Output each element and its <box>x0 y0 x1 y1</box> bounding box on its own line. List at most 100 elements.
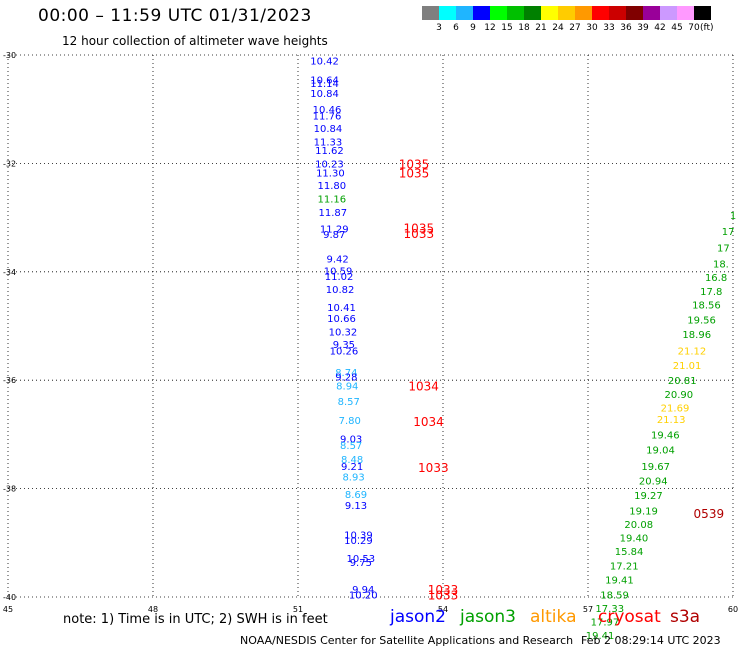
latitude-label: -34 <box>3 268 16 277</box>
color-scale-swatch <box>456 6 473 20</box>
jason2-swh-value: 9.21 <box>341 462 363 473</box>
pass-time-label: 1033 <box>418 461 449 475</box>
jason2-swh-value: 11.33 <box>314 138 343 149</box>
color-scale-swatch <box>592 6 609 20</box>
color-scale-label: 42 <box>654 23 666 33</box>
legend-s3a: s3a <box>670 607 701 627</box>
jason2-swh-value: 8.94 <box>336 382 358 393</box>
jason3-swh-value: 20.94 <box>639 476 668 487</box>
jason2-swh-value: 11.76 <box>313 112 342 123</box>
jason3-swh-value: 18.59 <box>600 590 629 601</box>
jason2-swh-value: 11.16 <box>318 195 347 206</box>
latitude-label: -40 <box>3 593 16 602</box>
jason2-swh-value: 9.87 <box>323 230 345 241</box>
jason2-swh-value: 11.29 <box>320 224 349 235</box>
jason2-swh-value: 9.28 <box>335 372 357 383</box>
jason2-swh-value: 10.41 <box>327 303 356 314</box>
pass-time-label: 1033 <box>428 583 459 597</box>
jason2-swh-value: 8.48 <box>341 455 363 466</box>
color-scale-swatch <box>507 6 524 20</box>
jason2-swh-value: 10.84 <box>310 89 339 100</box>
jason2-swh-value: 8.69 <box>345 490 367 501</box>
color-scale-label: 30 <box>586 23 598 33</box>
legend-altika: altika <box>530 607 577 627</box>
jason3-swh-value: 17.33 <box>595 604 624 615</box>
color-scale-label: 12 <box>484 23 496 33</box>
longitude-label: 45 <box>3 605 13 614</box>
jason2-swh-value: 10.84 <box>314 124 343 135</box>
jason2-swh-value: 10.53 <box>347 554 376 565</box>
jason3-swh-value: 19.40 <box>620 533 649 544</box>
jason2-swh-value: 11.62 <box>315 146 344 157</box>
color-scale-label: 27 <box>569 23 581 33</box>
jason2-swh-value: 8.57 <box>338 397 360 408</box>
color-scale-swatch <box>473 6 490 20</box>
map-subtitle: 12 hour collection of altimeter wave hei… <box>62 34 328 48</box>
jason2-swh-value: 10.39 <box>344 531 373 542</box>
color-scale-label: 21 <box>535 23 547 33</box>
pass-time-label: 1033 <box>404 227 435 241</box>
pass-time-label: 1034 <box>413 415 444 429</box>
pass-time-label: 1035 <box>399 157 430 171</box>
jason2-swh-value: 10.26 <box>330 346 359 357</box>
footer-note: note: 1) Time is in UTC; 2) SWH is in fe… <box>63 612 328 627</box>
jason2-swh-value: 10.29 <box>344 536 373 547</box>
color-scale-swatch <box>609 6 626 20</box>
jason2-swh-value: 10.82 <box>326 285 355 296</box>
color-scale-label: 33 <box>603 23 615 33</box>
jason3-swh-value: 19.04 <box>646 446 675 457</box>
jason3-swh-value: 21.01 <box>673 361 702 372</box>
pass-time-label: 1033 <box>428 588 459 602</box>
pass-time-label: 1035 <box>404 221 435 235</box>
jason2-swh-value: 9.42 <box>327 254 349 265</box>
jason2-swh-value: 9.35 <box>333 340 355 351</box>
jason3-swh-value: 17.8 <box>700 287 722 298</box>
jason3-swh-value: 17 <box>722 227 735 238</box>
color-scale-swatch <box>490 6 507 20</box>
latitude-label: -32 <box>3 159 16 168</box>
color-scale-label: 36 <box>620 23 632 33</box>
jason2-swh-value: 9.94 <box>352 585 374 596</box>
longitude-label: 60 <box>728 605 738 614</box>
longitude-label: 51 <box>293 605 303 614</box>
pass-time-label: 1034 <box>408 380 439 394</box>
color-scale-swatch <box>626 6 643 20</box>
jason2-swh-value: 11.14 <box>310 79 339 90</box>
jason2-swh-value: 10.42 <box>310 56 339 67</box>
jason3-swh-value: 21.13 <box>657 415 686 426</box>
jason2-swh-value: 9.75 <box>350 558 372 569</box>
legend-cryosat: cryosat <box>598 607 661 627</box>
color-scale-swatch <box>558 6 575 20</box>
jason3-swh-value: 18.56 <box>692 300 721 311</box>
color-scale-label: 70 <box>688 23 700 33</box>
jason3-swh-value: 20.90 <box>665 390 694 401</box>
latitude-label: -36 <box>3 376 16 385</box>
longitude-label: 48 <box>148 605 158 614</box>
jason2-swh-value: 10.23 <box>315 159 344 170</box>
color-scale-swatch <box>524 6 541 20</box>
jason3-swh-value: 15.84 <box>615 547 644 558</box>
color-scale-label: 15 <box>501 23 513 33</box>
jason3-swh-value: 19.41 <box>586 631 615 642</box>
color-scale-label: 3 <box>436 23 442 33</box>
color-scale-swatch <box>694 6 711 20</box>
jason3-swh-value: 1 <box>730 211 736 222</box>
color-scale-swatch <box>643 6 660 20</box>
color-scale-swatch <box>677 6 694 20</box>
color-scale-swatch <box>660 6 677 20</box>
color-scale-swatch <box>575 6 592 20</box>
color-scale-label: 45 <box>671 23 683 33</box>
jason3-swh-value: 21.69 <box>661 403 690 414</box>
jason3-swh-value: 18.96 <box>682 330 711 341</box>
legend-jason2: jason2 <box>390 607 446 627</box>
jason2-swh-value: 8.74 <box>335 368 357 379</box>
credit-line: NOAA/NESDIS Center for Satellite Applica… <box>240 634 574 647</box>
jason2-swh-value: 8.57 <box>340 441 362 452</box>
jason2-swh-value: 7.80 <box>339 416 361 427</box>
jason2-swh-value: 11.80 <box>318 181 347 192</box>
jason3-swh-value: 17.97 <box>591 617 620 628</box>
jason3-swh-value: 18. <box>713 260 729 271</box>
jason3-swh-value: 16.8 <box>705 273 727 284</box>
latitude-label: -30 <box>3 51 16 60</box>
